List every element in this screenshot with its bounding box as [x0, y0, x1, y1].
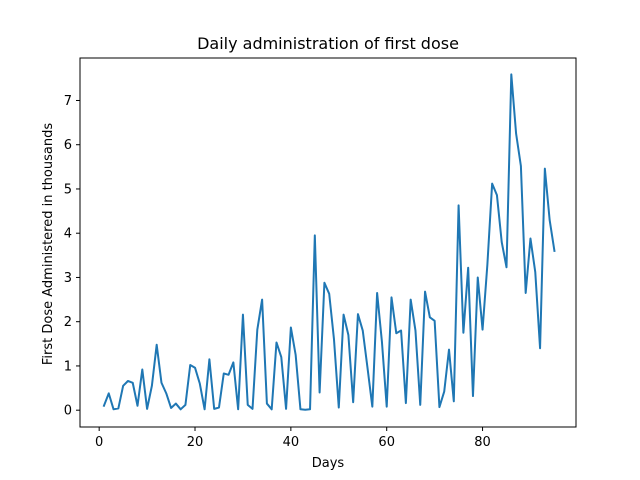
x-tick-label: 40 — [283, 435, 300, 450]
chart-title: Daily administration of first dose — [197, 34, 459, 53]
y-tick-label: 7 — [64, 94, 72, 109]
y-tick-label: 3 — [64, 271, 72, 286]
y-tick-label: 4 — [64, 227, 72, 242]
y-axis-label: First Dose Administered in thousands — [41, 123, 56, 365]
x-tick-label: 60 — [378, 435, 395, 450]
x-axis-label: Days — [312, 456, 345, 471]
y-tick-label: 1 — [64, 359, 72, 374]
x-tick-label: 20 — [187, 435, 204, 450]
y-tick-label: 5 — [64, 182, 72, 197]
y-tick-label: 0 — [64, 404, 72, 419]
plot-area: 0 20 40 60 80 0 1 2 3 4 5 6 7 — [64, 57, 577, 450]
x-tick-label: 80 — [474, 435, 491, 450]
x-tick-label: 0 — [95, 435, 103, 450]
y-tick-label: 2 — [64, 315, 72, 330]
axes-frame — [79, 57, 577, 428]
series-line — [102, 73, 556, 411]
y-tick-label: 6 — [64, 138, 72, 153]
